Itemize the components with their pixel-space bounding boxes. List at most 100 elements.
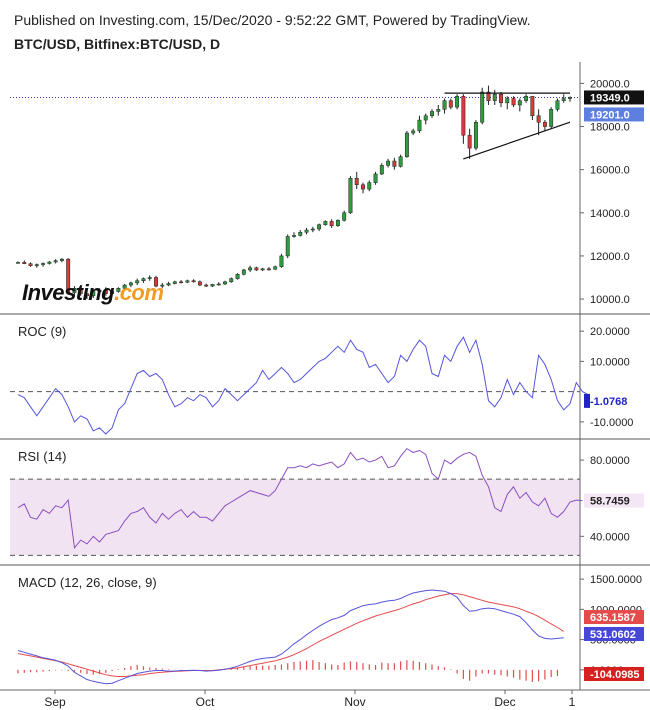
candle-body: [298, 231, 303, 236]
candle-body: [354, 178, 359, 186]
candle-body: [511, 98, 516, 106]
candle-body: [141, 278, 146, 281]
candle-body: [34, 264, 39, 266]
candle-body: [436, 109, 441, 112]
roc-value-label-box: [584, 393, 644, 408]
candle-body: [273, 266, 278, 270]
candle-body: [304, 229, 309, 233]
macd-panel[interactable]: MACD (12, 26, close, 9)1500.00001000.000…: [17, 574, 644, 685]
price-ytick-label: 12000.0: [590, 251, 630, 263]
published-caption: Published on Investing.com, 15/Dec/2020 …: [14, 12, 531, 28]
rsi-band-fill: [10, 479, 580, 556]
candle-body: [292, 235, 296, 237]
candle-body: [461, 96, 466, 136]
candle-body: [455, 96, 460, 108]
candle-body: [185, 280, 190, 283]
candle-body: [128, 282, 133, 286]
macd-hist-label-box: [584, 667, 644, 681]
roc-line: [17, 336, 590, 435]
candle-body: [555, 100, 560, 110]
candle-body: [53, 260, 58, 263]
candle-body: [172, 281, 177, 284]
candle-body: [392, 160, 397, 167]
candle-body: [480, 91, 485, 123]
candle-body: [78, 288, 83, 294]
rsi-value-label-box: [584, 493, 644, 508]
macd-ytick-label: 1500.0000: [590, 574, 642, 586]
candle-body: [235, 274, 240, 279]
candle-body: [223, 281, 227, 285]
macd-signal-label-box: [584, 610, 644, 624]
candle-body: [110, 291, 115, 294]
time-tick-label: Nov: [344, 695, 365, 709]
time-axis: Sep Oct Nov Dec 1: [44, 690, 576, 709]
candle-body: [568, 97, 572, 99]
candle-body: [154, 277, 158, 287]
candle-body: [335, 220, 340, 226]
candle-body: [499, 93, 503, 104]
price-ytick-label: 18000.0: [590, 122, 630, 134]
macd-value-label: 531.0602: [590, 629, 636, 641]
roc-ytick-label: 10.0000: [590, 356, 630, 368]
candle-body: [191, 280, 196, 283]
candle-body: [22, 262, 27, 264]
candle-body: [160, 284, 165, 287]
rsi-legend: RSI (14): [18, 449, 66, 464]
candle-body: [116, 288, 121, 292]
candle-body: [241, 269, 246, 275]
time-tick-label: Sep: [44, 695, 66, 709]
candle-body: [467, 134, 472, 149]
time-tick-label: Dec: [494, 695, 515, 709]
candle-body: [448, 100, 453, 108]
candle-body: [135, 280, 140, 284]
candle-body: [486, 91, 491, 101]
candle-body: [266, 268, 271, 271]
candle-body: [28, 263, 33, 266]
price-ytick-label: 10000.0: [590, 294, 630, 306]
candle-body: [348, 178, 353, 214]
candle-body: [430, 111, 434, 117]
candle-body: [524, 96, 529, 101]
candle-body: [47, 261, 52, 264]
macd-legend: MACD (12, 26, close, 9): [18, 575, 157, 590]
candle-body: [147, 277, 152, 279]
candle-body: [16, 262, 20, 264]
candle-body: [41, 263, 46, 265]
plot-area: [10, 62, 580, 690]
logo-text: Investing: [22, 280, 115, 305]
rsi-ytick-label: 40.0000: [590, 531, 630, 543]
price-ytick-label: 16000.0: [590, 165, 630, 177]
rsi-ytick-label: 80.0000: [590, 455, 630, 467]
candle-body: [216, 283, 221, 286]
candle-body: [72, 288, 77, 293]
macd-value-label-box: [584, 627, 644, 641]
price-ytick-label: 14000.0: [590, 208, 630, 220]
candle-body: [386, 160, 391, 166]
roc-value-label: -1.0768: [590, 396, 627, 408]
roc-panel[interactable]: ROC (9) 20.0000 10.0000 -10.0000 -1.0768: [10, 324, 644, 435]
macd-line: [17, 589, 564, 685]
last-price-label-box: [584, 90, 644, 105]
candle-body: [404, 132, 409, 157]
roc-legend: ROC (9): [18, 324, 66, 339]
candle-body: [97, 290, 102, 292]
time-tick-label: Oct: [196, 695, 215, 709]
candle-body: [417, 119, 422, 132]
candle-body: [398, 156, 403, 167]
price-panel[interactable]: 20000.0 18000.0 16000.0 14000.0 12000.0 10000…: [10, 78, 644, 306]
candle-body: [66, 258, 71, 293]
macd-signal-line: [17, 593, 564, 677]
roc-ytick-label: 20.0000: [590, 326, 630, 338]
rsi-panel[interactable]: RSI (14) 80.0000 40.0000 58.7459: [10, 447, 644, 556]
candle-body: [329, 221, 334, 226]
secondary-price-label: 19201.0: [590, 109, 630, 121]
roc-value-marker: [584, 393, 590, 408]
candle-body: [197, 281, 202, 286]
candle-body: [536, 115, 541, 123]
candle-body: [323, 221, 328, 225]
candle-body: [260, 268, 265, 271]
rsi-line: [17, 447, 583, 550]
logo-suffix: .com: [114, 280, 164, 305]
candle-body: [103, 290, 108, 294]
